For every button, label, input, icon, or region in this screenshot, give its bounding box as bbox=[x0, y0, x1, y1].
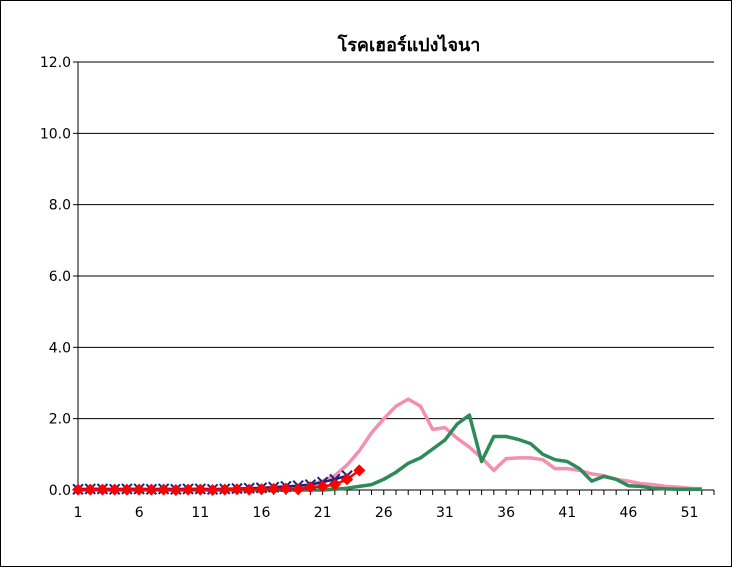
x-tick-label-8: 41 bbox=[558, 505, 576, 521]
y-tick-label-4: 8.0 bbox=[49, 198, 71, 214]
x-tick-label-1: 6 bbox=[135, 505, 144, 521]
chart-title: โรคเฮอร์แปงไจนา bbox=[337, 34, 481, 56]
gridlines bbox=[78, 61, 714, 420]
series-3-point-17 bbox=[279, 482, 292, 495]
x-tick-label-10: 51 bbox=[681, 505, 699, 521]
series-3-point-20 bbox=[316, 480, 329, 493]
series-3-point-8 bbox=[169, 484, 182, 496]
series-layer bbox=[72, 397, 702, 496]
x-tick-labels: 1 6 11 16 21 26 31 36 41 46 51 bbox=[74, 505, 699, 521]
series-3-point-13 bbox=[231, 483, 243, 496]
x-tick-label-5: 26 bbox=[375, 505, 393, 521]
series-3-point-19 bbox=[304, 481, 317, 494]
series-3-point-14 bbox=[243, 483, 256, 496]
series-3-point-11 bbox=[206, 484, 219, 496]
x-tick-label-0: 1 bbox=[74, 505, 83, 521]
series-3-point-18 bbox=[292, 483, 305, 496]
series-3-point-0 bbox=[72, 483, 84, 496]
y-tick-label-1: 2.0 bbox=[49, 412, 71, 428]
series-3-point-9 bbox=[182, 483, 195, 496]
series-3-point-12 bbox=[218, 483, 231, 496]
series-3-point-23 bbox=[353, 464, 366, 477]
y-tick-label-2: 4.0 bbox=[49, 340, 71, 356]
y-tick-label-6: 12.0 bbox=[40, 55, 71, 71]
x-tick-label-7: 36 bbox=[497, 505, 515, 521]
x-tick-label-3: 16 bbox=[253, 505, 271, 521]
series-3-point-6 bbox=[145, 483, 158, 496]
series-3-point-3 bbox=[108, 483, 121, 496]
series-3-point-10 bbox=[194, 483, 207, 496]
x-tick-label-6: 31 bbox=[436, 505, 454, 521]
series-3-point-22 bbox=[341, 473, 354, 486]
series-3-point-4 bbox=[120, 483, 133, 496]
series-3-point-15 bbox=[255, 483, 268, 496]
x-tick-label-4: 21 bbox=[314, 505, 332, 521]
series-3-point-7 bbox=[157, 483, 170, 496]
x-tick-label-2: 11 bbox=[191, 505, 209, 521]
y-tick-label-0: 0.0 bbox=[49, 483, 71, 499]
series-3-point-21 bbox=[328, 478, 341, 491]
y-tick-labels: 0.0 2.0 4.0 6.0 8.0 10.0 12.0 bbox=[40, 55, 71, 499]
series-3-point-1 bbox=[84, 483, 97, 496]
series-3-point-5 bbox=[133, 483, 146, 496]
series-3-point-16 bbox=[267, 482, 280, 495]
x-tick-label-9: 46 bbox=[619, 505, 637, 521]
y-tick-label-3: 6.0 bbox=[49, 269, 71, 285]
series-3-point-2 bbox=[96, 483, 109, 496]
y-tick-label-5: 10.0 bbox=[40, 126, 71, 142]
